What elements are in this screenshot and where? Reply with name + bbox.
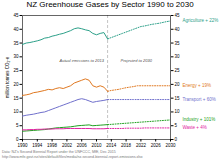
svg-text:5: 5	[16, 123, 19, 128]
svg-text:Industry + 101%: Industry + 101%	[183, 117, 216, 122]
svg-text:15: 15	[175, 96, 181, 101]
svg-text:2030: 2030	[165, 143, 176, 148]
svg-text:20: 20	[175, 82, 181, 87]
svg-text:Agriculture + 22%: Agriculture + 22%	[183, 18, 219, 23]
svg-text:35: 35	[13, 40, 19, 45]
html-text:Data: NZ's Second Biennial Rep: Data: NZ's Second Biennial Report under …	[2, 150, 116, 154]
svg-text:0: 0	[175, 137, 178, 142]
svg-text:1990: 1990	[17, 143, 28, 148]
svg-text:Energy + 19%: Energy + 19%	[183, 83, 211, 88]
svg-text:30: 30	[13, 54, 19, 59]
svg-text:0: 0	[16, 137, 19, 142]
svg-text:15: 15	[13, 96, 19, 101]
svg-text:5: 5	[175, 123, 178, 128]
svg-text:35: 35	[175, 40, 181, 45]
svg-text:40: 40	[175, 27, 181, 32]
svg-text:45: 45	[13, 13, 19, 18]
svg-text:2002: 2002	[62, 143, 73, 148]
svg-text:40: 40	[13, 27, 19, 32]
svg-text:10: 10	[13, 109, 19, 114]
svg-text:1998: 1998	[47, 143, 58, 148]
svg-text:20: 20	[13, 82, 19, 87]
svg-text:Projected to 2030: Projected to 2030	[121, 58, 153, 63]
svg-text:million tonnes CO₂-e: million tonnes CO₂-e	[5, 56, 10, 98]
svg-text:2022: 2022	[136, 143, 147, 148]
svg-text:30: 30	[175, 54, 181, 59]
svg-text:1994: 1994	[32, 143, 43, 148]
svg-text:Transport + 60%: Transport + 60%	[183, 97, 216, 102]
svg-text:25: 25	[175, 68, 181, 73]
svg-text:25: 25	[13, 68, 19, 73]
svg-text:2018: 2018	[121, 143, 132, 148]
html-text:NZ Greenhouse Gases by Sector: NZ Greenhouse Gases by Sector 1990 to 20…	[26, 0, 194, 9]
svg-text:45: 45	[175, 13, 181, 18]
svg-text:2010: 2010	[91, 143, 102, 148]
html-text:http://www.mfe.govt.nz/sites/d: http://www.mfe.govt.nz/sites/default/fil…	[2, 154, 143, 159]
svg-text:Actual emissions to 2013: Actual emissions to 2013	[59, 58, 105, 63]
svg-text:Waste + 4%: Waste + 4%	[183, 125, 207, 130]
svg-text:2026: 2026	[151, 143, 162, 148]
svg-text:10: 10	[175, 109, 181, 114]
svg-text:2014: 2014	[106, 143, 117, 148]
svg-text:2006: 2006	[77, 143, 88, 148]
